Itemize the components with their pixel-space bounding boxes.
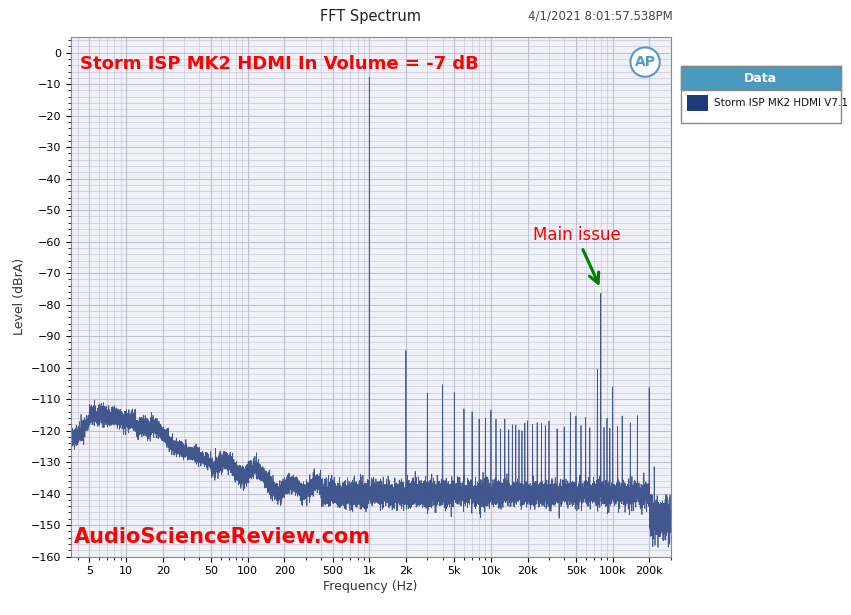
Text: 4/1/2021 8:01:57.538PM: 4/1/2021 8:01:57.538PM (528, 9, 672, 22)
Text: AudioScienceReview.com: AudioScienceReview.com (74, 527, 371, 547)
X-axis label: Frequency (Hz): Frequency (Hz) (323, 581, 418, 593)
Text: AP: AP (635, 55, 655, 69)
Y-axis label: Level (dBrA): Level (dBrA) (14, 258, 26, 335)
Text: FFT Spectrum: FFT Spectrum (320, 9, 420, 24)
Text: Storm ISP MK2 HDMI V7.1: Storm ISP MK2 HDMI V7.1 (714, 98, 848, 108)
Bar (688, 95, 708, 111)
Text: Main issue: Main issue (533, 226, 620, 284)
Text: Data: Data (745, 72, 777, 85)
Text: Storm ISP MK2 HDMI In Volume = -7 dB: Storm ISP MK2 HDMI In Volume = -7 dB (80, 55, 478, 73)
Bar (681, 66, 841, 90)
